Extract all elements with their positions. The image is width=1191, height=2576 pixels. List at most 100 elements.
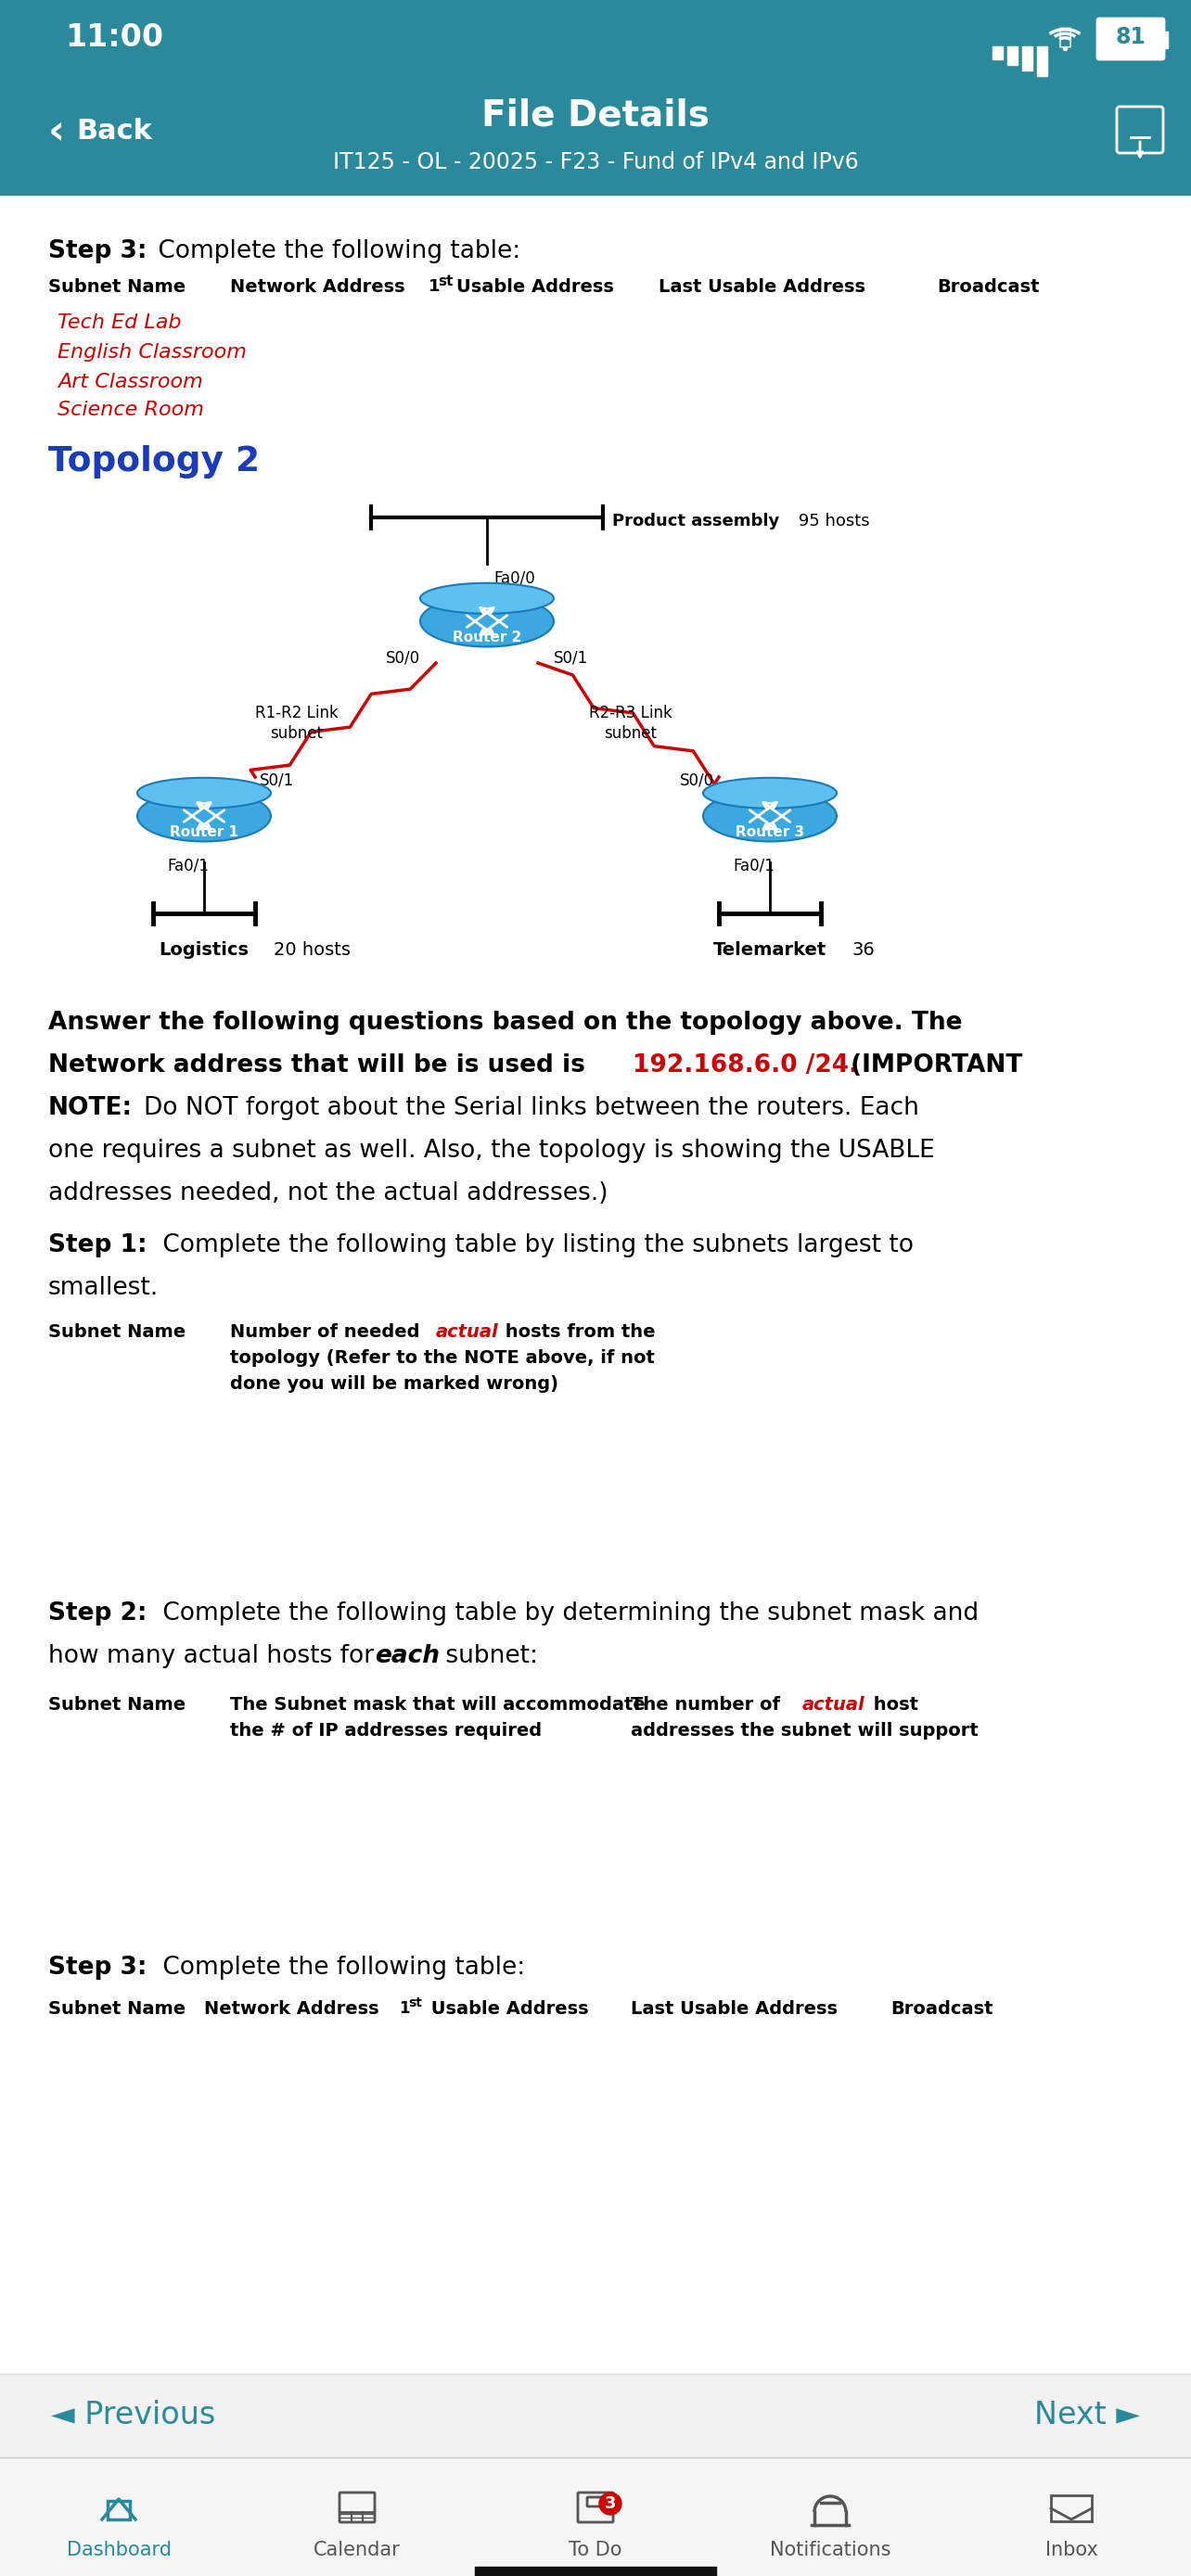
Text: File Details: File Details xyxy=(481,98,710,134)
Text: Last Usable Address: Last Usable Address xyxy=(659,278,866,296)
Text: 36: 36 xyxy=(852,940,874,958)
Text: 1: 1 xyxy=(429,278,441,294)
Ellipse shape xyxy=(703,778,836,809)
Text: Complete the following table:: Complete the following table: xyxy=(150,240,520,263)
Text: subnet: subnet xyxy=(270,724,323,742)
Text: Logistics: Logistics xyxy=(160,940,249,958)
Text: Router 1: Router 1 xyxy=(170,824,238,840)
FancyBboxPatch shape xyxy=(1097,18,1164,59)
Bar xyxy=(1037,46,1047,77)
Text: Telemarket: Telemarket xyxy=(713,940,827,958)
Bar xyxy=(1100,23,1159,57)
Text: Network Address: Network Address xyxy=(230,278,405,296)
Text: Step 3:: Step 3: xyxy=(48,1955,146,1981)
Text: Dashboard: Dashboard xyxy=(67,2540,172,2561)
Text: English Classroom: English Classroom xyxy=(57,343,247,361)
Text: Usable Address: Usable Address xyxy=(425,1999,588,2017)
Text: Complete the following table by determining the subnet mask and: Complete the following table by determin… xyxy=(155,1602,979,1625)
Text: 95 hosts: 95 hosts xyxy=(793,513,869,531)
Text: (IMPORTANT: (IMPORTANT xyxy=(842,1054,1023,1077)
Bar xyxy=(0,2375,1191,2458)
Text: subnet: subnet xyxy=(604,724,657,742)
Text: actual: actual xyxy=(803,1695,865,1713)
Text: Calendar: Calendar xyxy=(313,2540,400,2561)
Text: Tech Ed Lab: Tech Ed Lab xyxy=(57,314,181,332)
Text: S0/1: S0/1 xyxy=(260,773,294,788)
Text: hosts from the: hosts from the xyxy=(499,1324,655,1342)
Text: Router 2: Router 2 xyxy=(453,631,522,644)
Text: 81: 81 xyxy=(1116,26,1146,49)
Text: Step 1:: Step 1: xyxy=(48,1234,148,1257)
Text: Usable Address: Usable Address xyxy=(456,278,613,296)
Bar xyxy=(0,2458,1191,2576)
Text: Do NOT forgot about the Serial links between the routers. Each: Do NOT forgot about the Serial links bet… xyxy=(144,1095,919,1121)
Text: addresses needed, not the actual addresses.): addresses needed, not the actual address… xyxy=(48,1182,609,1206)
Bar xyxy=(992,46,1003,59)
Text: Router 3: Router 3 xyxy=(736,824,804,840)
Text: Number of needed: Number of needed xyxy=(230,1324,426,1342)
Text: Fa0/0: Fa0/0 xyxy=(493,569,535,587)
Bar xyxy=(1008,46,1017,64)
Text: 1: 1 xyxy=(399,1999,410,2017)
Text: To Do: To Do xyxy=(569,2540,622,2561)
Bar xyxy=(1022,46,1033,70)
Text: NOTE:: NOTE: xyxy=(48,1095,132,1121)
Text: IT125 - OL - 20025 - F23 - Fund of IPv4 and IPv6: IT125 - OL - 20025 - F23 - Fund of IPv4 … xyxy=(332,152,859,173)
Text: subnet:: subnet: xyxy=(438,1643,538,1669)
Text: 20 hosts: 20 hosts xyxy=(274,940,350,958)
Text: one requires a subnet as well. Also, the topology is showing the USABLE: one requires a subnet as well. Also, the… xyxy=(48,1139,935,1162)
Text: the # of IP addresses required: the # of IP addresses required xyxy=(230,1721,542,1739)
Text: Complete the following table:: Complete the following table: xyxy=(155,1955,525,1981)
Text: Subnet Name: Subnet Name xyxy=(48,278,186,296)
Text: actual: actual xyxy=(436,1324,499,1342)
Text: Art Classroom: Art Classroom xyxy=(57,374,202,392)
Text: R2-R3 Link: R2-R3 Link xyxy=(590,706,673,721)
Text: 11:00: 11:00 xyxy=(66,21,163,52)
Text: ◄ Previous: ◄ Previous xyxy=(51,2401,216,2432)
Text: Subnet Name: Subnet Name xyxy=(48,1324,186,1342)
Text: 3: 3 xyxy=(605,2496,616,2512)
Text: Fa0/1: Fa0/1 xyxy=(732,858,774,873)
Text: The number of: The number of xyxy=(631,1695,786,1713)
Text: S0/0: S0/0 xyxy=(386,649,420,667)
Text: R1-R2 Link: R1-R2 Link xyxy=(255,706,338,721)
Text: st: st xyxy=(438,276,453,289)
Ellipse shape xyxy=(703,791,836,842)
Text: topology (Refer to the NOTE above, if not: topology (Refer to the NOTE above, if no… xyxy=(230,1350,655,1368)
Ellipse shape xyxy=(137,778,270,809)
Ellipse shape xyxy=(420,582,554,613)
Text: Network Address: Network Address xyxy=(204,1999,379,2017)
Text: each: each xyxy=(375,1643,439,1669)
Text: Complete the following table by listing the subnets largest to: Complete the following table by listing … xyxy=(155,1234,913,1257)
Text: host: host xyxy=(867,1695,918,1713)
Text: The Subnet mask that will accommodate: The Subnet mask that will accommodate xyxy=(230,1695,646,1713)
Text: Subnet Name: Subnet Name xyxy=(48,1695,186,1713)
Bar xyxy=(0,75,1191,196)
Text: Subnet Name: Subnet Name xyxy=(48,1999,186,2017)
Bar xyxy=(475,2566,716,2576)
Text: Fa0/1: Fa0/1 xyxy=(167,858,208,873)
Ellipse shape xyxy=(420,595,554,647)
Text: 192.168.6.0 /24.: 192.168.6.0 /24. xyxy=(632,1054,859,1077)
Text: addresses the subnet will support: addresses the subnet will support xyxy=(631,1721,978,1739)
Text: Next ►: Next ► xyxy=(1034,2401,1140,2432)
Text: Back: Back xyxy=(76,118,152,144)
Text: Science Room: Science Room xyxy=(57,402,204,420)
Text: Step 2:: Step 2: xyxy=(48,1602,146,1625)
Text: S0/0: S0/0 xyxy=(680,773,715,788)
Text: ‹: ‹ xyxy=(48,111,66,152)
Bar xyxy=(0,0,1191,75)
Text: Broadcast: Broadcast xyxy=(937,278,1040,296)
Text: Network address that will be is used is: Network address that will be is used is xyxy=(48,1054,593,1077)
Text: Broadcast: Broadcast xyxy=(891,1999,993,2017)
Circle shape xyxy=(599,2494,622,2514)
Text: Last Usable Address: Last Usable Address xyxy=(631,1999,837,2017)
Text: Inbox: Inbox xyxy=(1045,2540,1098,2561)
Bar xyxy=(1162,31,1168,49)
Text: Topology 2: Topology 2 xyxy=(48,446,260,479)
Text: ⌾: ⌾ xyxy=(1058,26,1072,49)
Text: Answer the following questions based on the topology above. The: Answer the following questions based on … xyxy=(48,1010,962,1036)
Ellipse shape xyxy=(137,791,270,842)
Text: S0/1: S0/1 xyxy=(554,649,588,667)
FancyBboxPatch shape xyxy=(1117,106,1164,152)
